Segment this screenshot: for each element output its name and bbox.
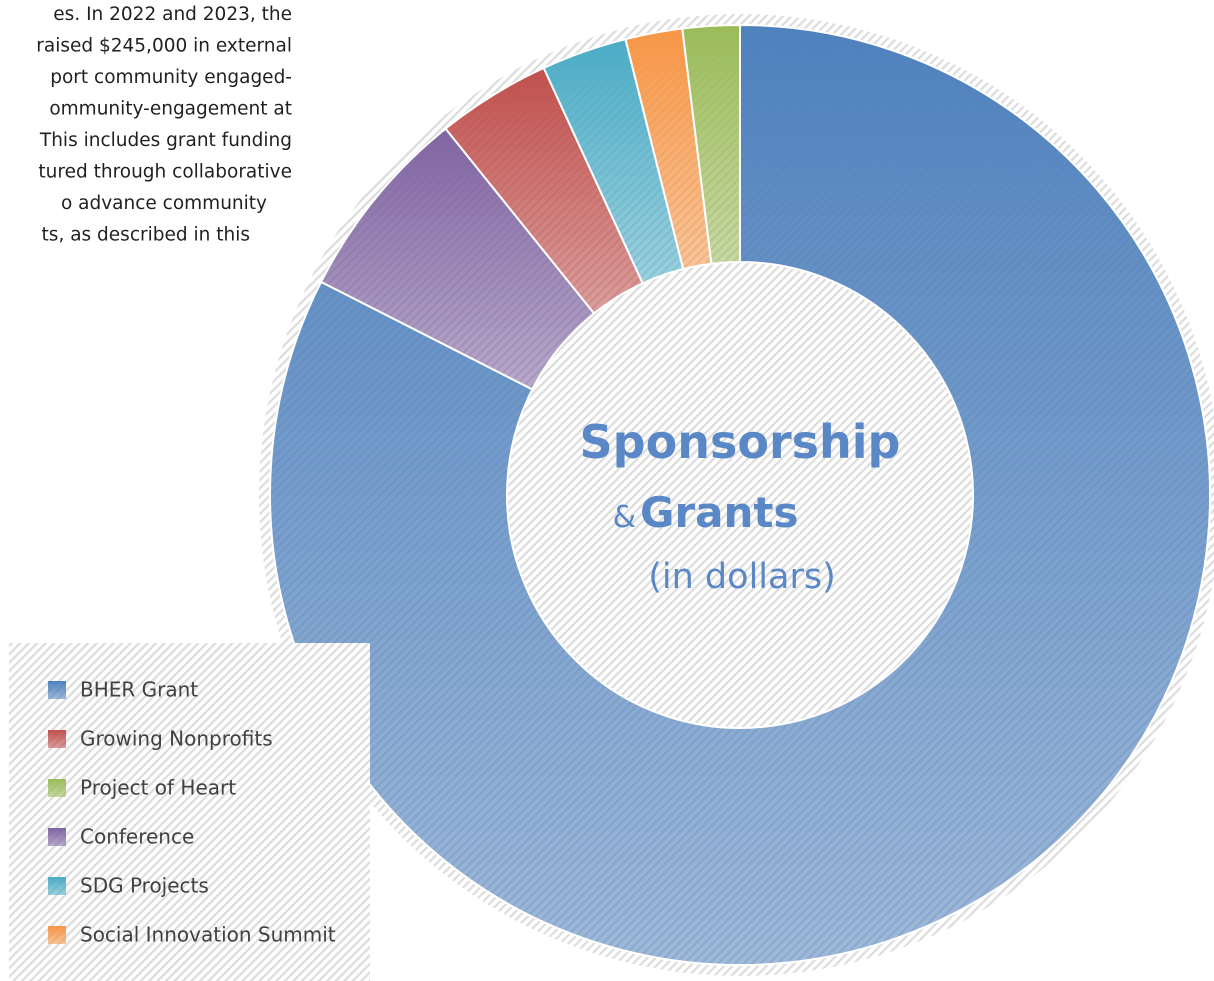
slice: [269, 23, 1211, 966]
donut-hole: [508, 263, 972, 727]
paragraph-line: port community engaged-: [50, 67, 292, 88]
paragraph-line: es. In 2022 and 2023, the: [53, 4, 292, 25]
title-word: Sponsorship: [580, 415, 901, 469]
paragraph-line: raised $245,000 in external: [36, 36, 292, 57]
slices: [269, 23, 1211, 966]
legend-swatch: [48, 730, 66, 748]
paragraph-line: ommunity-engagement at: [49, 99, 292, 120]
legend-swatch: [48, 828, 66, 846]
paragraph: es. In 2022 and 2023, the raised $245,000…: [36, 4, 292, 246]
title-amp: &: [613, 500, 636, 535]
legend: BHER Grant Growing Nonprofits Project of H…: [48, 678, 336, 947]
legend-label: Project of Heart: [80, 776, 236, 800]
legend-swatch: [48, 779, 66, 797]
paragraph-line: ts, as described in this: [42, 225, 250, 246]
subtitle: (in dollars): [648, 557, 836, 597]
legend-swatch: [48, 681, 66, 699]
paragraph-line: tured through collaborative: [38, 162, 292, 183]
legend-box: [9, 643, 370, 981]
title-word: Grants: [640, 488, 799, 537]
paragraph-line: o advance community: [61, 193, 267, 214]
legend-label: SDG Projects: [80, 874, 209, 898]
legend-swatch: [48, 877, 66, 895]
legend-label: BHER Grant: [80, 678, 198, 702]
legend-swatch: [48, 926, 66, 944]
slice: [681, 23, 741, 265]
legend-label: Conference: [80, 825, 194, 849]
legend-label: Social Innovation Summit: [80, 923, 336, 947]
paragraph-line: This includes grant funding: [39, 130, 292, 151]
legend-label: Growing Nonprofits: [80, 727, 273, 751]
